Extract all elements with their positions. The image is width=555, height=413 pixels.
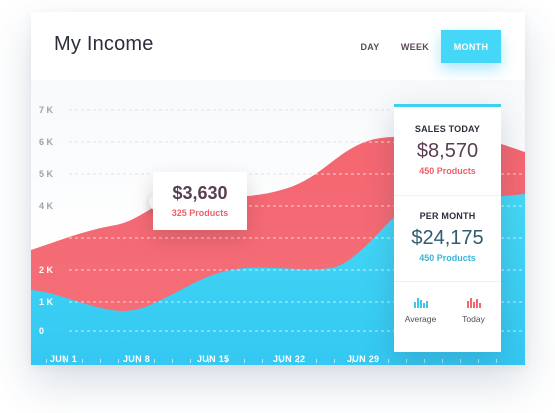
y-tick-label: 2 K	[39, 265, 54, 275]
sales-today-block: SALES TODAY $8,570 450 Products	[394, 124, 501, 176]
stats-divider	[394, 281, 501, 282]
period-tabs: DAY WEEK MONTH	[351, 30, 525, 63]
legend-today[interactable]: Today	[447, 297, 500, 324]
y-tick-label: 6 K	[39, 137, 54, 147]
per-month-value: $24,175	[411, 227, 484, 249]
x-tick-marks	[46, 359, 497, 363]
x-tick-label: JUN 29	[347, 354, 380, 364]
y-tick-label: 4 K	[39, 201, 54, 211]
sales-today-value: $8,570	[416, 140, 479, 162]
legend-average-label: Average	[404, 314, 437, 324]
y-tick-label: 0	[39, 326, 45, 336]
card-header: My Income DAY WEEK MONTH	[31, 12, 525, 80]
per-month-products: 450 Products	[419, 253, 476, 263]
y-tick-label: 1 K	[39, 297, 54, 307]
x-tick-label: JUN 8	[123, 354, 151, 364]
stats-panel: SALES TODAY $8,570 450 Products PER MONT…	[394, 104, 501, 352]
legend-today-label: Today	[462, 314, 485, 324]
tooltip-amount: $3,630	[172, 183, 228, 203]
x-tick-label: JUN 15	[197, 354, 230, 364]
per-month-label: PER MONTH	[419, 211, 476, 221]
tooltip-products: 325 Products	[171, 208, 229, 218]
per-month-block: PER MONTH $24,175 450 Products	[394, 211, 501, 263]
sales-today-products: 450 Products	[419, 166, 476, 176]
data-tooltip: $3,630 325 Products	[153, 172, 247, 230]
x-tick-label: JUN 22	[273, 354, 306, 364]
bar-chart-icon	[466, 298, 481, 308]
tab-day[interactable]: DAY	[360, 41, 380, 52]
tab-month[interactable]: MONTH	[441, 30, 501, 63]
legend-average[interactable]: Average	[394, 297, 447, 324]
page-title: My Income	[54, 33, 154, 55]
y-tick-label: 7 K	[39, 105, 54, 115]
y-tick-label: 5 K	[39, 169, 54, 179]
sales-today-label: SALES TODAY	[414, 124, 481, 134]
x-tick-label: JUN 1	[50, 354, 78, 364]
income-card: My Income DAY WEEK MONTH	[31, 12, 525, 365]
tab-week[interactable]: WEEK	[400, 41, 430, 52]
stats-legend: Average Today	[394, 297, 501, 324]
bar-chart-icon	[413, 298, 428, 308]
stats-divider	[394, 195, 501, 196]
y-tick-label: 3 K	[39, 233, 54, 243]
